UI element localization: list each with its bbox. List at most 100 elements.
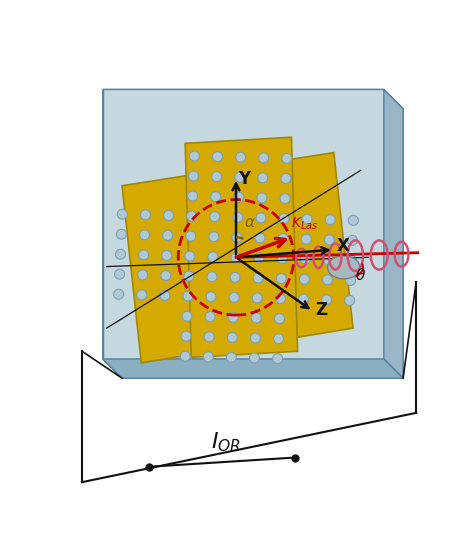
Circle shape <box>187 211 197 221</box>
Circle shape <box>189 171 199 181</box>
Circle shape <box>204 332 214 342</box>
Circle shape <box>346 275 356 285</box>
Circle shape <box>256 213 266 223</box>
Circle shape <box>274 314 284 324</box>
Circle shape <box>162 251 172 260</box>
Circle shape <box>206 292 216 302</box>
Text: Z: Z <box>315 301 328 319</box>
Circle shape <box>230 272 240 283</box>
Text: $K_{Las}$: $K_{Las}$ <box>292 216 319 232</box>
Text: X: X <box>337 237 350 255</box>
Circle shape <box>301 254 310 264</box>
Circle shape <box>209 232 219 242</box>
Circle shape <box>232 232 242 242</box>
Polygon shape <box>122 153 353 363</box>
Circle shape <box>181 331 191 341</box>
Circle shape <box>138 250 149 260</box>
Circle shape <box>188 191 198 201</box>
Circle shape <box>211 171 222 181</box>
Text: Y: Y <box>238 170 250 188</box>
Circle shape <box>253 273 263 283</box>
Circle shape <box>184 271 194 281</box>
Circle shape <box>322 275 332 285</box>
Circle shape <box>301 234 311 244</box>
Circle shape <box>235 172 245 182</box>
Circle shape <box>278 233 288 243</box>
Circle shape <box>280 194 290 204</box>
Circle shape <box>208 252 218 262</box>
Circle shape <box>183 291 193 301</box>
Circle shape <box>117 229 127 239</box>
Polygon shape <box>103 90 122 378</box>
Polygon shape <box>103 90 384 359</box>
Circle shape <box>345 295 355 305</box>
Circle shape <box>257 193 267 203</box>
Circle shape <box>210 192 221 202</box>
Circle shape <box>114 289 124 299</box>
Circle shape <box>324 235 334 245</box>
Circle shape <box>118 209 128 219</box>
Circle shape <box>185 251 195 261</box>
Polygon shape <box>384 90 403 378</box>
Circle shape <box>258 173 268 183</box>
Circle shape <box>279 213 289 223</box>
Circle shape <box>275 294 285 304</box>
Circle shape <box>228 332 237 342</box>
Circle shape <box>137 290 147 300</box>
Circle shape <box>302 214 312 224</box>
Polygon shape <box>103 359 403 378</box>
Circle shape <box>321 295 331 305</box>
Circle shape <box>210 212 220 222</box>
Circle shape <box>233 212 243 222</box>
Circle shape <box>249 353 259 363</box>
Circle shape <box>254 253 264 263</box>
Circle shape <box>348 215 358 226</box>
Polygon shape <box>185 137 298 357</box>
Polygon shape <box>384 90 403 378</box>
Circle shape <box>255 233 265 243</box>
Circle shape <box>207 272 217 281</box>
Circle shape <box>251 313 261 323</box>
Circle shape <box>164 211 173 221</box>
Circle shape <box>259 153 269 163</box>
Circle shape <box>163 231 173 241</box>
Circle shape <box>205 312 215 322</box>
Circle shape <box>346 255 356 265</box>
Polygon shape <box>103 359 403 378</box>
Circle shape <box>182 311 192 321</box>
Circle shape <box>252 293 262 303</box>
Circle shape <box>160 290 170 300</box>
Circle shape <box>186 231 196 241</box>
Circle shape <box>282 153 292 164</box>
Circle shape <box>276 274 286 284</box>
Circle shape <box>227 352 237 362</box>
Circle shape <box>236 152 246 162</box>
Circle shape <box>323 255 333 265</box>
Circle shape <box>229 293 239 302</box>
Circle shape <box>190 151 200 161</box>
Ellipse shape <box>328 256 360 279</box>
Circle shape <box>281 174 291 184</box>
Circle shape <box>228 312 238 322</box>
Circle shape <box>250 333 260 343</box>
Text: $\alpha$: $\alpha$ <box>245 215 256 229</box>
Polygon shape <box>103 90 403 109</box>
Circle shape <box>277 253 287 264</box>
Circle shape <box>273 333 283 343</box>
Circle shape <box>137 270 148 280</box>
Circle shape <box>299 294 309 304</box>
Circle shape <box>273 354 283 364</box>
Text: $\mathit{I}_{OR}$: $\mathit{I}_{OR}$ <box>211 431 241 455</box>
Circle shape <box>300 274 310 284</box>
Circle shape <box>115 269 125 279</box>
Text: $\theta$: $\theta$ <box>355 268 365 284</box>
Circle shape <box>231 252 241 262</box>
Circle shape <box>116 249 126 259</box>
Circle shape <box>161 270 171 280</box>
Circle shape <box>203 352 213 362</box>
Circle shape <box>347 236 357 246</box>
Circle shape <box>140 210 150 220</box>
Circle shape <box>325 215 335 225</box>
Circle shape <box>212 152 222 161</box>
Circle shape <box>234 192 244 202</box>
